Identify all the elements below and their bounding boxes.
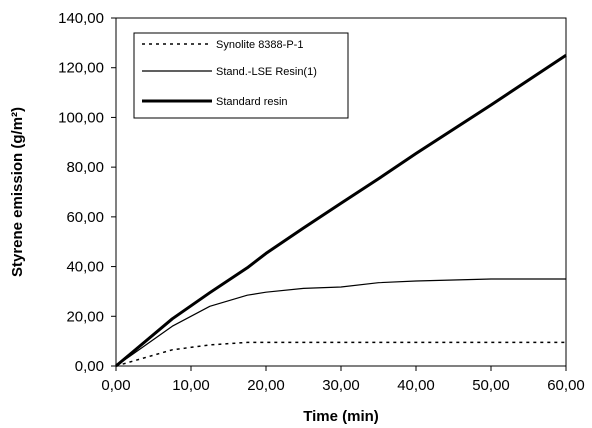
x-tick-label: 60,00 — [547, 377, 585, 394]
x-tick-label: 30,00 — [322, 377, 360, 394]
x-tick-label: 20,00 — [247, 377, 285, 394]
x-tick-label: 0,00 — [101, 377, 130, 394]
legend-box — [133, 32, 349, 119]
y-tick-label: 60,00 — [66, 209, 104, 226]
y-tick-label: 140,00 — [58, 10, 104, 27]
y-tick-label: 40,00 — [66, 259, 104, 276]
series-line-stand-lse-resin-1 — [115, 278, 566, 367]
y-tick-label: 100,00 — [58, 109, 104, 126]
y-tick-label: 120,00 — [58, 60, 104, 77]
x-tick-label: 40,00 — [397, 377, 435, 394]
y-tick-label: 80,00 — [66, 159, 104, 176]
legend: Synolite 8388-P-1 Stand.-LSE Resin(1) Stan… — [133, 32, 349, 119]
legend-label: Synolite 8388-P-1 — [216, 39, 303, 51]
legend-label: Standard resin — [216, 96, 288, 108]
x-axis-title: Time (min) — [303, 408, 379, 425]
series-line-synolite-8388-p-1 — [115, 341, 566, 367]
x-tick-label: 50,00 — [472, 377, 510, 394]
y-axis-title: Styrene emission (g/m²) — [9, 107, 26, 277]
y-tick-label: 0,00 — [75, 358, 104, 375]
y-tick-label: 20,00 — [66, 308, 104, 325]
legend-label: Stand.-LSE Resin(1) — [216, 66, 317, 78]
x-tick-label: 10,00 — [172, 377, 210, 394]
series-layer — [115, 54, 567, 368]
series-line-standard-resin — [115, 54, 567, 368]
x-axis: 0,00 10,00 20,00 30,00 40,00 50,00 60,00 — [101, 366, 585, 394]
y-axis: 0,00 20,00 40,00 60,00 80,00 100,00 120,00 140,… — [58, 10, 116, 375]
